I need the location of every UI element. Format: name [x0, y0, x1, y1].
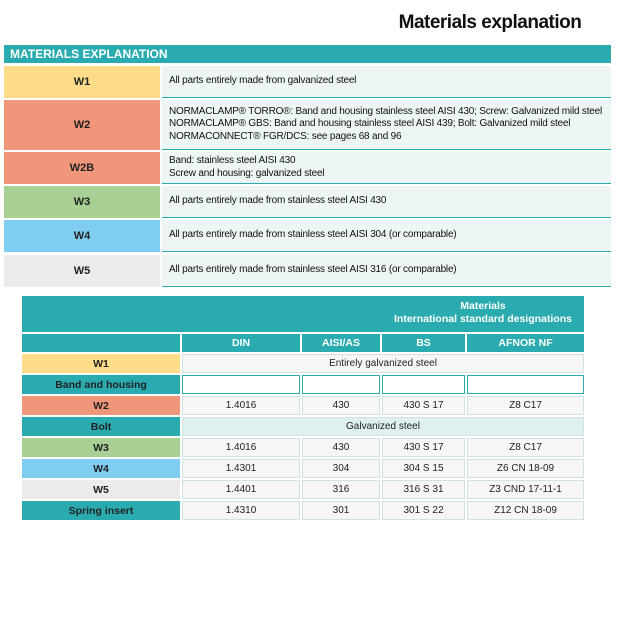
description-line: Band: stainless steel AISI 430: [169, 155, 296, 166]
material-description: All parts entirely made from stainless s…: [162, 255, 611, 287]
value-cell: 1.4016: [182, 438, 300, 457]
material-code: W1: [4, 66, 160, 98]
value-cell: 430 S 17: [382, 438, 465, 457]
value-cell: 301 S 22: [382, 501, 465, 520]
standards-header-bar: [22, 296, 584, 332]
value-cell: 1.4016: [182, 396, 300, 415]
material-code: W3: [4, 186, 160, 218]
value-cell: 316 S 31: [382, 480, 465, 499]
empty-cell: [467, 375, 584, 394]
row-label: W1: [22, 354, 180, 373]
row-label: W5: [22, 480, 180, 499]
value-cell: 304 S 15: [382, 459, 465, 478]
value-cell: Z6 CN 18-09: [467, 459, 584, 478]
description-line: All parts entirely made from stainless s…: [169, 264, 457, 276]
row-label: Band and housing: [22, 375, 180, 394]
explanation-header: MATERIALS EXPLANATION: [4, 45, 611, 63]
value-cell: 1.4301: [182, 459, 300, 478]
material-code: W2B: [4, 152, 160, 184]
material-description: NORMACLAMP® TORRO®: Band and housing sta…: [162, 100, 611, 150]
column-header: AISI/AS: [302, 334, 380, 352]
row-label: W4: [22, 459, 180, 478]
row-label: W2: [22, 396, 180, 415]
empty-cell: [182, 375, 300, 394]
value-cell: 430 S 17: [382, 396, 465, 415]
column-header: DIN: [182, 334, 300, 352]
value-cell: Z8 C17: [467, 396, 584, 415]
header-line: International standard designations: [394, 313, 572, 325]
value-cell: 316: [302, 480, 380, 499]
material-description: All parts entirely made from galvanized …: [162, 66, 611, 98]
column-header: BS: [382, 334, 465, 352]
description-line: NORMACONNECT® FGR/DCS: see pages 68 and …: [169, 130, 402, 142]
empty-cell: [302, 375, 380, 394]
material-description: All parts entirely made from stainless s…: [162, 220, 611, 252]
row-label: W3: [22, 438, 180, 457]
description-line: All parts entirely made from galvanized …: [169, 75, 357, 87]
material-code: W5: [4, 255, 160, 287]
value-cell: 430: [302, 438, 380, 457]
description-line: Screw and housing: galvanized steel: [169, 167, 325, 179]
description-line: NORMACLAMP® GBS: Band and housing stainl…: [169, 118, 571, 130]
value-cell: 1.4401: [182, 480, 300, 499]
page-title: Materials explanation: [398, 12, 582, 33]
row-label: Spring insert: [22, 501, 180, 520]
description-line: All parts entirely made from stainless s…: [169, 195, 387, 207]
material-code: W4: [4, 220, 160, 252]
row-label: Bolt: [22, 417, 180, 436]
description-line: NORMACLAMP® TORRO®: Band and housing sta…: [169, 105, 603, 117]
merged-cell: Galvanized steel: [182, 417, 584, 436]
merged-cell: Entirely galvanized steel: [182, 354, 584, 373]
column-header: AFNOR NF: [467, 334, 584, 352]
value-cell: Z8 C17: [467, 438, 584, 457]
value-cell: 304: [302, 459, 380, 478]
header-line: Materials: [460, 300, 506, 312]
standards-header: Materials International standard designa…: [382, 300, 584, 326]
column-header-cell: [22, 334, 180, 352]
value-cell: 430: [302, 396, 380, 415]
value-cell: 1.4310: [182, 501, 300, 520]
value-cell: 301: [302, 501, 380, 520]
material-description: Band: stainless steel AISI 430 Screw and …: [162, 152, 611, 184]
value-cell: Z3 CND 17-11-1: [467, 480, 584, 499]
value-cell: Z12 CN 18-09: [467, 501, 584, 520]
material-description: All parts entirely made from stainless s…: [162, 186, 611, 218]
empty-cell: [382, 375, 465, 394]
description-line: All parts entirely made from stainless s…: [169, 229, 457, 241]
material-code: W2: [4, 100, 160, 150]
